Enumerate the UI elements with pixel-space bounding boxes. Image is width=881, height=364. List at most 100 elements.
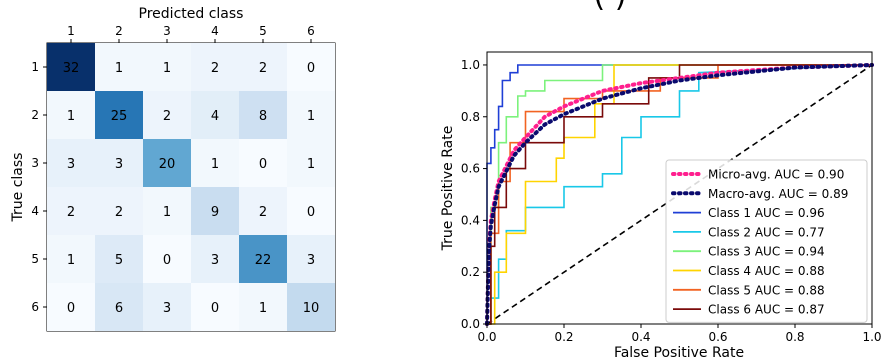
legend-label: Class 3 AUC = 0.94 [708, 245, 825, 259]
cm-cell [191, 91, 239, 139]
roc-y-tick-label: 1.0 [461, 58, 480, 72]
cm-cell-value: 1 [115, 61, 123, 76]
legend-label: Class 6 AUC = 0.87 [708, 303, 825, 317]
cm-cell-value: 0 [163, 253, 171, 268]
legend-label: Micro-avg. AUC = 0.90 [708, 168, 844, 182]
cm-y-tick-label: 2 [31, 108, 39, 122]
cm-cell-value: 1 [67, 253, 75, 268]
cm-cell-value: 3 [211, 253, 219, 268]
cm-cell [95, 187, 143, 235]
cm-cell-value: 5 [115, 253, 123, 268]
cm-cell [287, 187, 335, 235]
roc-y-tick-label: 0.2 [461, 265, 480, 279]
roc-series-line [487, 64, 872, 325]
cm-cell-value: 4 [211, 109, 219, 124]
cm-cell [143, 139, 191, 187]
cm-cell-value: 2 [163, 109, 171, 124]
cm-cell [47, 283, 95, 331]
cm-x-tick-label: 3 [163, 24, 171, 38]
cm-cell-value: 0 [307, 205, 315, 220]
cm-y-tick-label: 4 [31, 204, 39, 218]
cm-cell [95, 43, 143, 91]
cm-cell [239, 283, 287, 331]
cm-cell [287, 43, 335, 91]
cm-cell [95, 139, 143, 187]
legend-label: Class 5 AUC = 0.88 [708, 283, 825, 297]
cm-cell-value: 0 [67, 301, 75, 316]
cm-cell [191, 187, 239, 235]
cm-cell [47, 187, 95, 235]
cm-cell-value: 2 [211, 61, 219, 76]
legend-label: Class 1 AUC = 0.96 [708, 206, 825, 220]
roc-y-tick-label: 0.4 [461, 213, 480, 227]
roc-x-ticks: 0.0 0.2 0.4 0.6 0.8 1.0 [477, 324, 881, 344]
roc-y-ticks: 0.0 0.2 0.4 0.6 0.8 1.0 [461, 58, 487, 331]
cm-cell-value: 1 [163, 205, 171, 220]
cm-cell [239, 187, 287, 235]
cm-cells: 32 1 1 2 2 01 25 2 4 8 13 3 20 1 0 12 2 1 9 2 01 5 0 3 22 30 6 3 0 1 1… [47, 43, 335, 331]
roc-x-tick-label: 1.0 [862, 330, 881, 344]
roc-y-tick-label: 0.6 [461, 162, 480, 176]
roc-series-line [486, 64, 872, 324]
cm-cell-value: 1 [211, 157, 219, 172]
roc-series-line [487, 64, 873, 325]
cm-cell [47, 139, 95, 187]
confusion-matrix: Predicted class True class 32 1 1 2 2 01 25 2 4 8… [10, 6, 336, 332]
cm-cell [47, 235, 95, 283]
cm-cell-value: 6 [115, 301, 123, 316]
cm-cell [143, 235, 191, 283]
cm-cell-value: 1 [307, 157, 315, 172]
roc-series-line [485, 63, 874, 326]
cm-cell [239, 139, 287, 187]
cm-x-tick-label: 5 [259, 24, 267, 38]
cm-cell-value: 1 [67, 109, 75, 124]
cm-x-tick-label: 2 [115, 24, 123, 38]
cm-cell [239, 235, 287, 283]
cm-cell [287, 283, 335, 331]
cropped-title: ( ) [594, 0, 627, 14]
cm-cell [191, 139, 239, 187]
cm-x-ticks: 1 2 3 4 5 6 [67, 24, 315, 43]
cm-cell [287, 91, 335, 139]
legend-label: Class 4 AUC = 0.88 [708, 264, 825, 278]
cm-cell-value: 8 [259, 109, 267, 124]
cm-cell [143, 187, 191, 235]
roc-y-axis-label: True Positive Rate [440, 126, 456, 252]
cm-cell-value: 3 [307, 253, 315, 268]
cm-cell [143, 283, 191, 331]
cm-cell-value: 2 [115, 205, 123, 220]
cm-cell [143, 43, 191, 91]
cm-cell [287, 139, 335, 187]
cm-cell [95, 283, 143, 331]
cm-cell-value: 2 [259, 205, 267, 220]
cm-cell-value: 0 [259, 157, 267, 172]
legend-label: Class 2 AUC = 0.77 [708, 225, 825, 239]
roc-x-tick-label: 0.6 [708, 330, 727, 344]
cm-cell-value: 1 [307, 109, 315, 124]
legend-box [665, 159, 868, 323]
roc-x-axis-label: False Positive Rate [614, 345, 744, 361]
cm-cell [191, 43, 239, 91]
cm-cell-value: 3 [115, 157, 123, 172]
cm-cell-value: 3 [163, 301, 171, 316]
cm-cell [287, 235, 335, 283]
cm-x-tick-label: 1 [67, 24, 75, 38]
roc-x-tick-label: 0.8 [785, 330, 804, 344]
cm-cell-value: 2 [67, 205, 75, 220]
cm-cell-value: 22 [255, 253, 272, 268]
cm-cell [47, 43, 95, 91]
cm-cell [239, 91, 287, 139]
roc-x-tick-label: 0.4 [631, 330, 650, 344]
roc-y-tick-label: 0.8 [461, 110, 480, 124]
cm-x-tick-label: 6 [307, 24, 315, 38]
cm-cell [95, 235, 143, 283]
cm-y-tick-label: 5 [31, 252, 39, 266]
roc-x-tick-label: 0.2 [554, 330, 573, 344]
roc-chart: 0.0 0.2 0.4 0.6 0.8 1.0 0.0 0.2 0.4 0.6 0.8 1.0 Fa… [440, 51, 881, 361]
cm-cell [191, 283, 239, 331]
cm-x-axis-label: Predicted class [139, 6, 244, 22]
roc-frame [486, 51, 873, 325]
cm-y-axis-label: True class [10, 153, 26, 223]
cm-cell-value: 0 [307, 61, 315, 76]
